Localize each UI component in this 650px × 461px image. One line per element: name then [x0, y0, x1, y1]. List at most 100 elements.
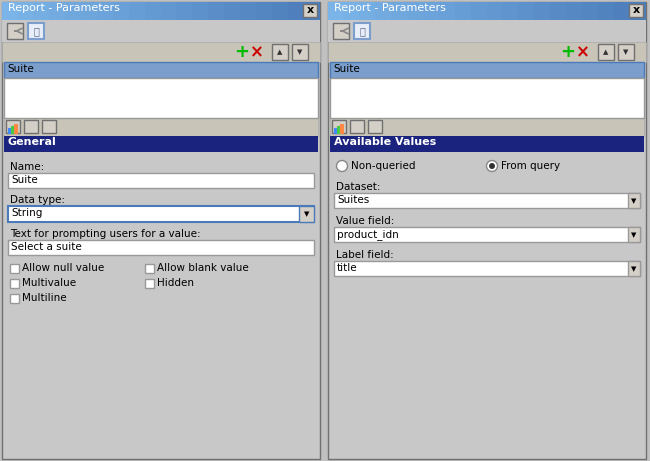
Bar — [272, 44, 288, 60]
Bar — [6, 120, 20, 133]
Bar — [97, 2, 113, 20]
Bar — [4, 118, 318, 136]
Bar — [8, 206, 314, 222]
Text: Value field:: Value field: — [336, 216, 395, 226]
Bar — [618, 44, 634, 60]
Text: +: + — [235, 43, 250, 61]
Bar — [81, 2, 97, 20]
Bar — [407, 2, 423, 20]
Bar — [628, 261, 640, 276]
Bar — [328, 20, 646, 42]
Bar — [8, 173, 314, 188]
Bar — [534, 2, 550, 20]
Bar — [582, 2, 598, 20]
Text: Suite: Suite — [11, 175, 38, 185]
Bar — [330, 62, 644, 78]
Bar — [145, 264, 154, 273]
Bar — [49, 2, 65, 20]
Bar — [2, 2, 320, 459]
Bar — [487, 2, 503, 20]
Bar — [334, 193, 640, 208]
Circle shape — [337, 160, 348, 171]
Text: Data type:: Data type: — [10, 195, 65, 205]
Bar — [304, 2, 320, 20]
Text: Non-queried: Non-queried — [351, 161, 415, 171]
Text: Label field:: Label field: — [336, 250, 394, 260]
Bar — [17, 2, 33, 20]
Bar — [256, 2, 272, 20]
Bar — [7, 23, 23, 39]
Bar — [4, 62, 318, 78]
Bar — [330, 118, 644, 136]
Bar — [4, 78, 318, 118]
Bar — [14, 124, 17, 133]
Bar — [334, 261, 640, 276]
Text: Select a suite: Select a suite — [11, 242, 82, 252]
Bar — [8, 128, 11, 133]
Bar — [303, 4, 317, 17]
Bar — [2, 2, 18, 20]
Bar — [343, 2, 359, 20]
Bar — [145, 279, 154, 288]
Bar — [423, 2, 439, 20]
Bar — [10, 264, 19, 273]
Bar — [630, 2, 646, 20]
Bar — [330, 78, 644, 118]
Text: ▼: ▼ — [631, 198, 637, 204]
Text: ▼: ▼ — [304, 211, 309, 217]
Bar — [10, 279, 19, 288]
Bar — [502, 2, 518, 20]
Bar — [129, 2, 145, 20]
Text: Suites: Suites — [337, 195, 369, 205]
Bar — [192, 2, 208, 20]
Bar — [550, 2, 566, 20]
Bar — [354, 23, 370, 39]
Text: ▲: ▲ — [603, 49, 608, 55]
Text: Multiline: Multiline — [22, 293, 66, 303]
Text: Text for prompting users for a value:: Text for prompting users for a value: — [10, 229, 201, 239]
Text: title: title — [337, 263, 358, 273]
Text: Allow blank value: Allow blank value — [157, 263, 249, 273]
Bar — [368, 120, 382, 133]
Text: Report - Parameters: Report - Parameters — [8, 3, 120, 13]
Bar — [299, 206, 314, 222]
Bar — [334, 227, 640, 242]
Text: Suite: Suite — [7, 64, 34, 74]
Text: Available Values: Available Values — [334, 137, 436, 147]
Bar — [24, 120, 38, 133]
Bar — [33, 2, 49, 20]
Bar — [10, 294, 19, 303]
Bar — [4, 136, 318, 152]
Text: ⏻: ⏻ — [33, 26, 39, 36]
Bar — [471, 2, 487, 20]
Bar — [292, 44, 308, 60]
Bar — [566, 2, 582, 20]
Text: ×: × — [576, 43, 590, 61]
Text: ×: × — [250, 43, 264, 61]
Bar — [439, 2, 455, 20]
Text: General: General — [8, 137, 57, 147]
Text: Report - Parameters: Report - Parameters — [334, 3, 446, 13]
Text: String: String — [11, 208, 42, 218]
Text: Dataset:: Dataset: — [336, 182, 380, 192]
Text: Suite: Suite — [333, 64, 359, 74]
Bar — [333, 23, 349, 39]
Bar — [11, 126, 14, 133]
Bar — [518, 2, 534, 20]
Bar — [288, 2, 304, 20]
Text: x: x — [632, 5, 640, 15]
Bar — [359, 2, 375, 20]
Circle shape — [489, 163, 495, 169]
Bar — [2, 42, 320, 62]
Bar — [145, 2, 161, 20]
Bar — [272, 2, 288, 20]
Bar — [334, 128, 337, 133]
Bar — [375, 2, 391, 20]
Text: Hidden: Hidden — [157, 278, 194, 288]
Text: product_idn: product_idn — [337, 229, 398, 240]
Text: Allow null value: Allow null value — [22, 263, 104, 273]
Bar — [240, 2, 256, 20]
Text: ⏻: ⏻ — [359, 26, 365, 36]
Text: ▲: ▲ — [278, 49, 283, 55]
Bar — [176, 2, 192, 20]
